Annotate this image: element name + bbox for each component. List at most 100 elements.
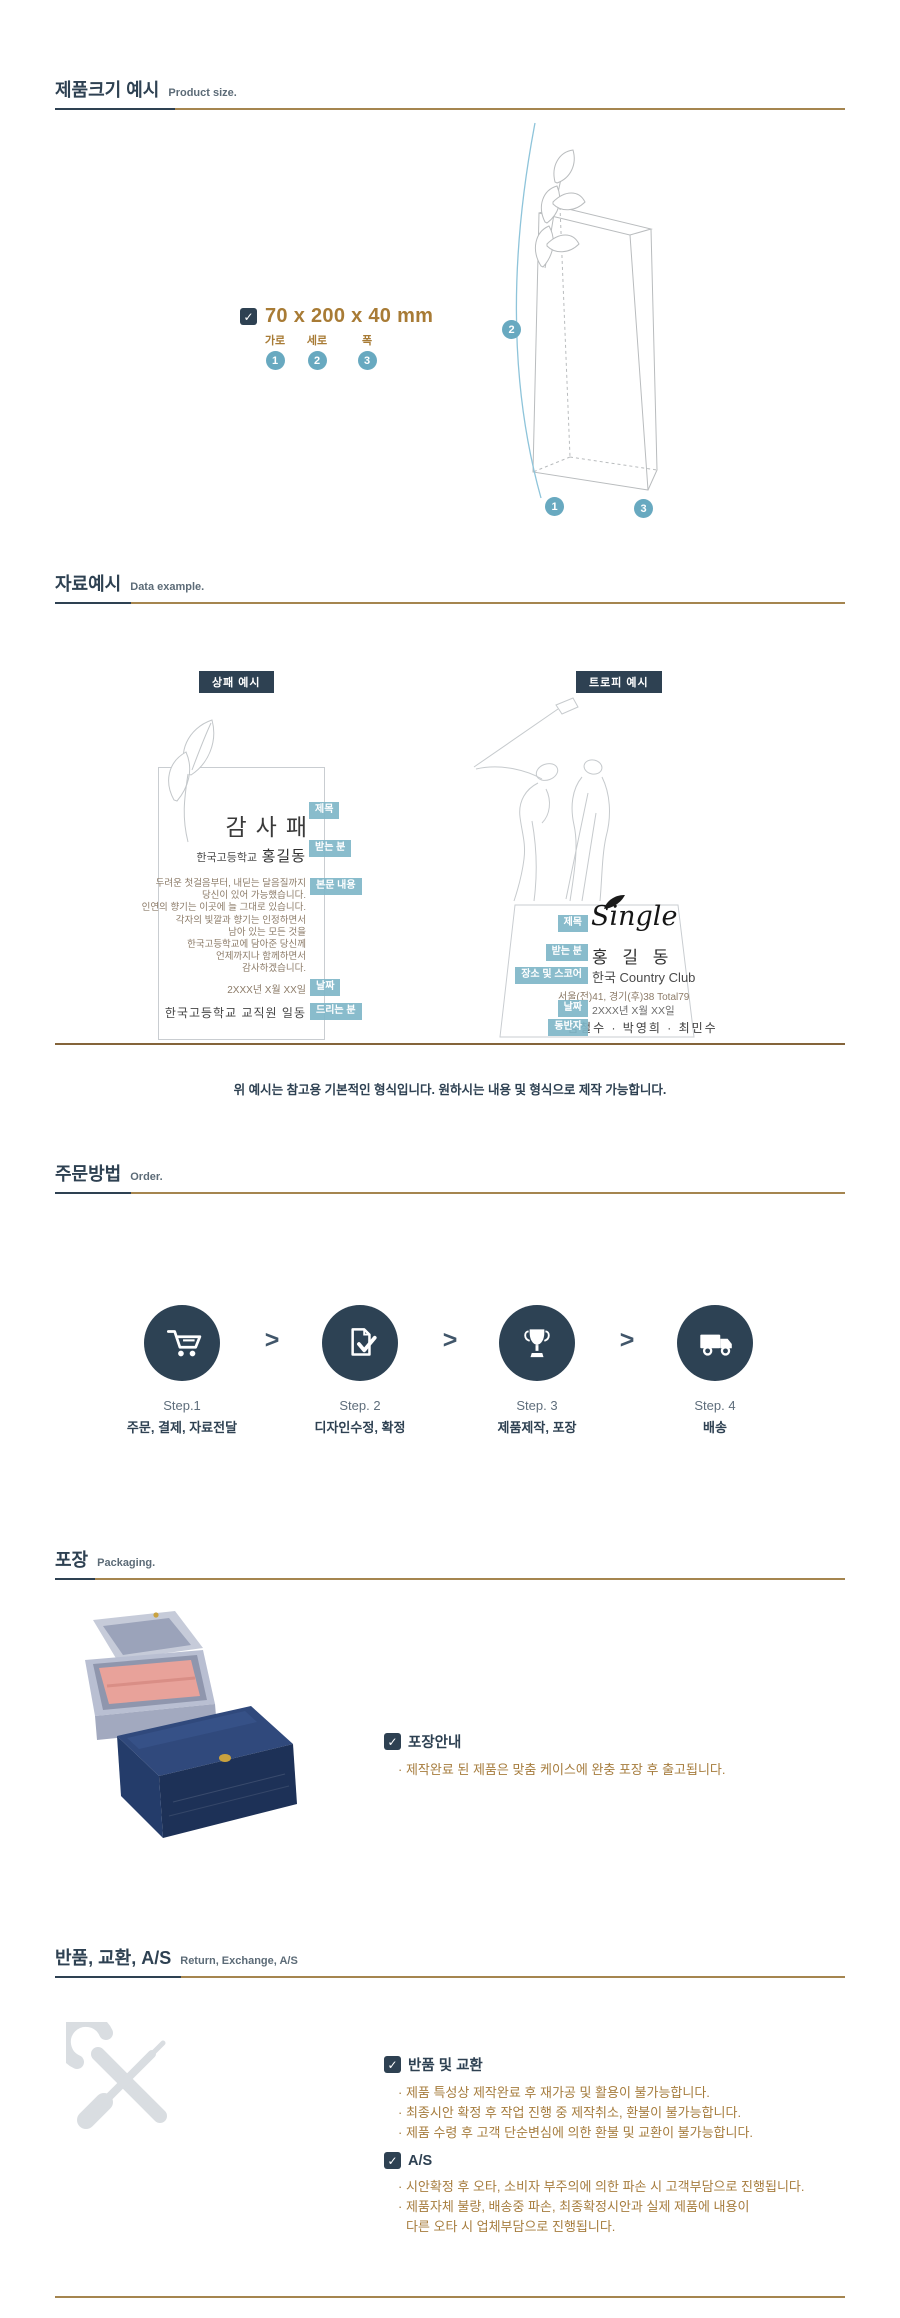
return-exchange-line: · 최종시안 확정 후 작업 진행 중 제작취소, 환불이 불가능합니다.	[398, 2105, 742, 2120]
dim-depth-column: 폭 3	[349, 332, 385, 370]
section-subtitle-data-example: Data example.	[130, 581, 205, 593]
step-circle	[677, 1305, 753, 1381]
section-subtitle-returns: Return, Exchange, A/S	[180, 1955, 298, 1967]
step-desc: 주문, 결제, 자료전달	[126, 1420, 238, 1435]
design-confirm-icon	[351, 1328, 377, 1356]
trophy-wireframe-svg	[515, 122, 658, 499]
label-chip-date: 날짜	[557, 1000, 588, 1017]
order-step-1: Step.1 주문, 결제, 자료전달	[92, 1305, 272, 1436]
section-divider	[55, 1578, 845, 1580]
as-line-continuation: 다른 오타 시 업체부담으로 진행됩니다.	[406, 2219, 616, 2234]
diagram-marker-height: 2	[502, 320, 521, 339]
label-chip-title: 제목	[309, 802, 340, 819]
section-header-order: 주문방법 Order.	[55, 1160, 845, 1194]
step-name: Step. 3	[516, 1398, 558, 1413]
packaging-notice-title: 포장안내	[408, 1735, 462, 1751]
section-title-data-example: 자료예시	[55, 574, 122, 594]
section-divider	[55, 1976, 845, 1978]
step-arrow-icon: >	[442, 1326, 458, 1354]
dim-height-column: 세로 2	[299, 332, 335, 370]
plaque-body-line: 언제까지나 함께하면서	[215, 951, 306, 963]
as-line: · 제품자체 불량, 배송중 파손, 최종확정시안과 실제 제품에 내용이	[398, 2199, 750, 2214]
section-subtitle-order: Order.	[130, 1171, 163, 1183]
section-title-returns: 반품, 교환, A/S	[55, 1948, 172, 1968]
notice-checkbox-icon: ✓	[384, 2056, 401, 2073]
dim-height-label: 세로	[306, 335, 328, 347]
logo-leaf-icon	[604, 894, 625, 909]
plaque-body-line: 인연의 향기는 이곳에 늘 그대로 있습니다.	[141, 902, 306, 914]
plaque-date: 2XXX년 X월 XX일	[227, 985, 306, 996]
dim-width-marker: 1	[265, 351, 285, 370]
plaque-body-text: 두려운 첫걸음부터, 내딛는 달음질까지 당신이 있어 가능했습니다. 인연의 …	[128, 878, 306, 976]
repair-tools-icon	[56, 2012, 178, 2140]
product-size-diagram: 2 1 3	[475, 98, 765, 523]
plaque-body-line: 두려운 첫걸음부터, 내딛는 달음질까지	[155, 878, 306, 889]
trophy-base-outline	[499, 904, 695, 1038]
plaque-body-line: 남아 있는 모든 것을	[228, 926, 306, 938]
cart-icon	[166, 1330, 202, 1357]
section-header-packaging: 포장 Packaging.	[55, 1546, 845, 1580]
plaque-example-badge: 상패 예시	[199, 671, 274, 693]
example-note: 위 예시는 참고용 기본적인 형식입니다. 원하시는 내용 및 형식으로 제작 …	[233, 1083, 667, 1097]
as-notice: ✓ A/S · 시안확정 후 오타, 소비자 부주의에 의한 파손 시 고객부담…	[384, 2152, 854, 2237]
step-name: Step. 2	[339, 1398, 381, 1413]
dim-width-column: 가로 1	[257, 332, 293, 370]
section-subtitle-product-size: Product size.	[168, 87, 237, 99]
trophy-icon	[524, 1329, 550, 1358]
plaque-recipient-org: 한국고등학교	[196, 852, 258, 864]
step-circle	[322, 1305, 398, 1381]
packaging-notice-line: · 제작완료 된 제품은 맞춤 케이스에 완충 포장 후 출고됩니다.	[398, 1762, 726, 1777]
plaque-title: 감사패	[225, 814, 316, 840]
label-chip-title: 제목	[557, 915, 588, 932]
label-chip-companions: 동반자	[548, 1019, 588, 1036]
trophy-date: 2XXX년 X월 XX일	[592, 1005, 675, 1017]
step-name: Step.1	[163, 1398, 201, 1413]
section-divider	[55, 1192, 845, 1194]
step-desc: 디자인수정, 확정	[314, 1420, 406, 1435]
section-title-order: 주문방법	[55, 1164, 122, 1184]
check-glyph: ✓	[387, 2057, 398, 2072]
step-arrow-icon: >	[264, 1326, 280, 1354]
trophy-place: 한국 Country Club	[592, 970, 696, 985]
size-option-row: ✓ 70 x 200 x 40 mm	[240, 305, 433, 328]
check-glyph: ✓	[243, 309, 254, 324]
return-exchange-line: · 제품 특성상 제작완료 후 재가공 및 활용이 불가능합니다.	[398, 2085, 710, 2100]
plaque-recipient-line: 한국고등학교 홍길동	[128, 845, 306, 866]
label-chip-giver: 드리는 분	[310, 1003, 362, 1020]
step-arrow-icon: >	[619, 1326, 635, 1354]
label-chip-recipient: 받는 분	[545, 944, 588, 961]
section-divider	[55, 602, 845, 604]
plaque-body-line: 한국고등학교에 담아준 당신께	[187, 939, 306, 951]
step-circle	[144, 1305, 220, 1381]
step-circle	[499, 1305, 575, 1381]
trophy-companions: 김철수 · 박영희 · 최민수	[567, 1021, 718, 1035]
size-value: 70 x 200 x 40 mm	[265, 305, 434, 327]
section-header-returns: 반품, 교환, A/S Return, Exchange, A/S	[55, 1944, 845, 1978]
packaging-box-illustration	[85, 1611, 297, 1838]
order-step-3: Step. 3 제품제작, 포장	[447, 1305, 627, 1436]
wrench-screwdriver-icon	[56, 2012, 167, 2129]
label-chip-recipient: 받는 분	[309, 840, 352, 857]
section-subtitle-packaging: Packaging.	[97, 1557, 156, 1569]
section-title-packaging: 포장	[55, 1550, 89, 1570]
return-exchange-notice: ✓ 반품 및 교환 · 제품 특성상 제작완료 후 재가공 및 활용이 불가능합…	[384, 2054, 854, 2143]
as-line: · 시안확정 후 오타, 소비자 부주의에 의한 파손 시 고객부담으로 진행됩…	[398, 2179, 805, 2194]
step-desc: 배송	[703, 1420, 727, 1435]
plaque-body-line: 감사하겠습니다.	[242, 963, 306, 975]
size-checkbox-icon[interactable]: ✓	[240, 308, 257, 325]
section-header-data-example: 자료예시 Data example.	[55, 570, 845, 604]
as-title: A/S	[408, 2152, 433, 2169]
plaque-body-line: 당신이 있어 가능했습니다.	[201, 890, 306, 902]
plaque-giver: 한국고등학교 교직원 일동	[164, 1006, 306, 1020]
plaque-outline	[158, 767, 325, 1040]
order-step-4: Step. 4 배송	[625, 1305, 805, 1436]
bottom-divider	[55, 2296, 845, 2298]
label-chip-body: 본문 내용	[310, 878, 362, 895]
plaque-leaf-icon	[168, 719, 215, 843]
check-glyph: ✓	[387, 1734, 398, 1749]
label-chip-place-score: 장소 및 스코어	[515, 967, 588, 984]
section-divider	[55, 108, 845, 110]
golfer-figures-icon	[473, 697, 610, 902]
dim-width-label: 가로	[264, 335, 286, 347]
step-desc: 제품제작, 포장	[497, 1420, 577, 1435]
